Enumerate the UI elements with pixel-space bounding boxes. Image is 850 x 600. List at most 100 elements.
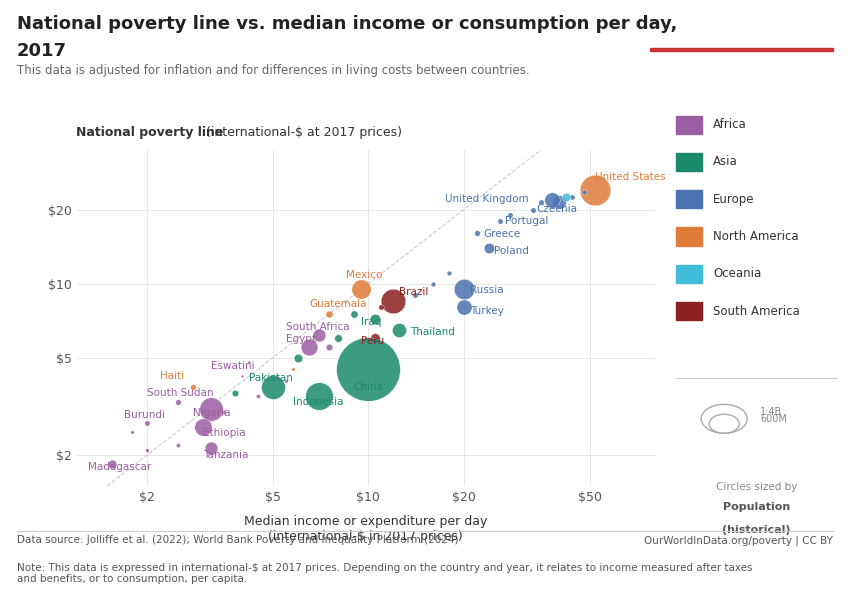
Point — [217, 407, 230, 417]
Point — [361, 364, 375, 374]
Text: (historical): (historical) — [722, 525, 790, 535]
Text: National poverty line: National poverty line — [76, 126, 224, 139]
Point — [313, 391, 326, 400]
Point — [280, 377, 293, 386]
Text: Tanzania: Tanzania — [202, 450, 248, 460]
Point — [375, 302, 388, 312]
Bar — [676, 227, 701, 245]
Text: 1:4B: 1:4B — [760, 407, 782, 416]
Point — [482, 243, 496, 253]
Point — [534, 197, 547, 207]
Point — [252, 391, 265, 400]
Text: United Kingdom: United Kingdom — [445, 194, 529, 204]
Text: Nigeria: Nigeria — [193, 407, 230, 418]
Text: Mexico: Mexico — [346, 271, 382, 280]
Text: South America: South America — [713, 305, 800, 317]
Point — [392, 325, 405, 334]
Bar — [676, 116, 701, 134]
Point — [322, 310, 336, 319]
Text: Europe: Europe — [713, 193, 755, 206]
Point — [205, 443, 218, 452]
Text: Madagascar: Madagascar — [88, 461, 150, 472]
Point — [368, 334, 382, 343]
Text: Our World: Our World — [706, 15, 777, 28]
Text: Iraq: Iraq — [361, 317, 382, 327]
Text: Thailand: Thailand — [410, 326, 455, 337]
Text: South Africa: South Africa — [286, 322, 349, 332]
Point — [493, 216, 507, 226]
Text: Ethiopia: Ethiopia — [202, 428, 246, 438]
Point — [140, 419, 154, 428]
Text: Indonesia: Indonesia — [293, 397, 344, 407]
Point — [470, 229, 484, 238]
Point — [171, 440, 184, 450]
Text: Portugal: Portugal — [505, 216, 548, 226]
Text: United States: United States — [595, 172, 666, 182]
Bar — [676, 190, 701, 208]
X-axis label: Median income or expenditure per day
(international-$ in 2017 prices): Median income or expenditure per day (in… — [244, 515, 487, 543]
Point — [286, 364, 300, 374]
Text: South Sudan: South Sudan — [147, 388, 213, 398]
Point — [426, 279, 439, 289]
Text: National poverty line vs. median income or consumption per day,: National poverty line vs. median income … — [17, 15, 677, 33]
Point — [442, 269, 456, 278]
Text: (international-$ at 2017 prices): (international-$ at 2017 prices) — [202, 126, 402, 139]
Text: Egypt: Egypt — [286, 334, 316, 344]
Point — [126, 427, 139, 436]
Text: Pakistan: Pakistan — [249, 373, 292, 383]
Text: OurWorldInData.org/poverty | CC BY: OurWorldInData.org/poverty | CC BY — [644, 535, 833, 546]
Point — [171, 397, 184, 407]
Text: Peru: Peru — [361, 335, 384, 346]
Text: Eswatini: Eswatini — [212, 361, 255, 371]
Point — [526, 205, 540, 214]
Point — [196, 422, 209, 432]
Point — [235, 371, 249, 381]
Point — [588, 185, 602, 195]
Point — [303, 343, 316, 352]
Point — [368, 314, 382, 323]
Point — [387, 296, 400, 306]
Text: Guatemala: Guatemala — [309, 299, 366, 310]
Text: Circles sized by: Circles sized by — [716, 482, 797, 492]
Point — [457, 302, 471, 312]
Bar — [676, 265, 701, 283]
Text: Poland: Poland — [495, 246, 530, 256]
Text: 600M: 600M — [760, 414, 787, 424]
Point — [565, 193, 579, 202]
Point — [266, 382, 280, 392]
Text: Haiti: Haiti — [160, 371, 184, 381]
Point — [457, 284, 471, 294]
Point — [242, 357, 256, 367]
Point — [552, 197, 566, 207]
Text: in Data: in Data — [717, 35, 767, 48]
Text: Russia: Russia — [470, 284, 504, 295]
Bar — [650, 48, 833, 51]
Text: Africa: Africa — [713, 118, 746, 131]
Text: Note: This data is expressed in international-$ at 2017 prices. Depending on the: Note: This data is expressed in internat… — [17, 563, 752, 584]
Text: Brazil: Brazil — [399, 287, 428, 297]
Text: 2017: 2017 — [17, 42, 67, 60]
Point — [559, 193, 573, 202]
Point — [408, 290, 422, 299]
Point — [313, 330, 326, 340]
Point — [577, 188, 591, 197]
Text: This data is adjusted for inflation and for differences in living costs between : This data is adjusted for inflation and … — [17, 64, 530, 77]
Point — [229, 388, 242, 397]
Point — [322, 343, 336, 352]
Point — [105, 459, 118, 469]
Point — [347, 310, 360, 319]
Text: Population: Population — [722, 502, 790, 512]
Text: Oceania: Oceania — [713, 268, 761, 280]
Bar — [676, 153, 701, 171]
Point — [545, 195, 558, 205]
Point — [354, 284, 368, 294]
Bar — [676, 302, 701, 320]
Text: Greece: Greece — [483, 229, 520, 239]
Point — [292, 353, 305, 362]
Point — [140, 445, 154, 455]
Text: Czechia: Czechia — [536, 205, 578, 214]
Text: Turkey: Turkey — [470, 307, 504, 316]
Point — [205, 404, 218, 413]
Point — [331, 334, 344, 343]
Text: Data source: Jolliffe et al. (2022); World Bank Poverty and Inequality Platform : Data source: Jolliffe et al. (2022); Wor… — [17, 535, 458, 545]
